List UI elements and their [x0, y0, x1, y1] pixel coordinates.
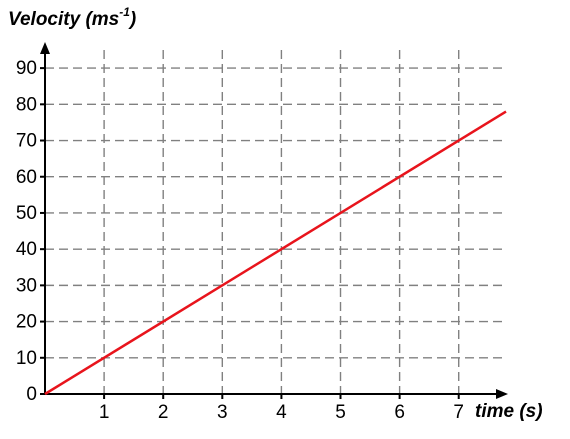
y-tick-label: 40: [16, 239, 37, 260]
x-axis-label: time (s): [475, 401, 543, 422]
y-tick-label: 0: [26, 384, 37, 405]
y-tick-label: 60: [16, 167, 37, 188]
y-tick-label: 90: [16, 58, 37, 79]
y-axis-label: Velocity (ms-1): [8, 5, 136, 30]
y-tick-label: 10: [16, 348, 37, 369]
data-line: [44, 110, 507, 396]
x-tick-label: 1: [99, 402, 110, 423]
y-tick-label: 70: [16, 131, 37, 152]
y-tick-label: 30: [16, 275, 37, 296]
y-axis-arrow: [40, 42, 50, 54]
x-tick-label: 2: [158, 402, 169, 423]
x-tick-label: 6: [394, 402, 405, 423]
y-tick-label: 20: [16, 312, 37, 333]
x-tick-label: 3: [217, 402, 228, 423]
x-tick-label: 5: [335, 402, 346, 423]
x-axis-arrow: [496, 389, 508, 399]
y-tick-label: 50: [16, 203, 37, 224]
y-tick-label: 80: [16, 94, 37, 115]
x-tick-label: 4: [276, 402, 287, 423]
x-tick-label: 7: [453, 402, 464, 423]
